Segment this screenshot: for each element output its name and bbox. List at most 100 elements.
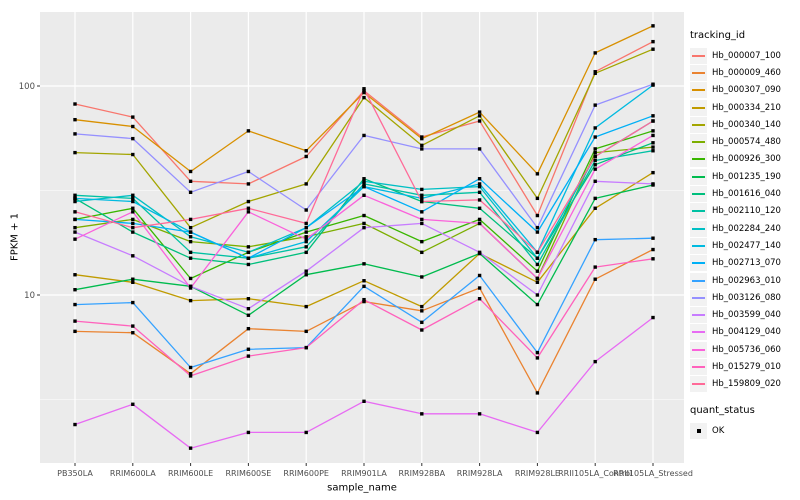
- data-point: [131, 206, 135, 210]
- data-point: [651, 82, 655, 86]
- legend-line-icon: [692, 193, 705, 196]
- data-point: [188, 374, 193, 378]
- legend-label: Hb_003126_080: [712, 292, 781, 303]
- data-point: [535, 430, 540, 435]
- data-point: [651, 39, 655, 44]
- data-point: [477, 190, 482, 195]
- data-point: [651, 47, 655, 51]
- legend-line-icon: [692, 279, 705, 282]
- legend-item-Hb_002477_140: Hb_002477_140: [690, 237, 798, 254]
- legend-key-color-swatch: [690, 376, 707, 393]
- legend-key-color-swatch: [690, 255, 707, 272]
- data-point: [420, 210, 424, 214]
- data-point: [477, 221, 482, 226]
- data-point: [188, 225, 193, 230]
- data-point: [535, 269, 540, 273]
- legend-label: Hb_000334_210: [712, 102, 781, 113]
- legend-key-color-swatch: [690, 151, 707, 168]
- data-point: [246, 354, 251, 358]
- data-point: [420, 143, 424, 148]
- data-point: [420, 309, 424, 313]
- data-point: [246, 206, 251, 210]
- legend-item-Hb_000574_480: Hb_000574_480: [690, 133, 798, 151]
- data-point: [73, 288, 77, 292]
- legend-item-Hb_015279_010: Hb_015279_010: [690, 358, 798, 375]
- data-point: [131, 254, 135, 258]
- x-tick-label: RRII105LA_Stressed: [613, 469, 693, 478]
- data-point: [651, 257, 655, 261]
- legend-key-color-swatch: [690, 99, 707, 116]
- data-point: [362, 182, 366, 186]
- data-point: [593, 265, 597, 269]
- data-point: [304, 273, 308, 277]
- legend-item-Hb_002963_010: Hb_002963_010: [690, 272, 798, 289]
- data-point: [246, 262, 251, 267]
- legend-item-Hb_002713_070: Hb_002713_070: [690, 255, 798, 272]
- data-point: [535, 172, 540, 176]
- y-tick-label: 100: [19, 82, 35, 92]
- data-point: [246, 326, 251, 331]
- data-point: [188, 239, 193, 244]
- legend-label-ok: OK: [712, 425, 725, 436]
- data-point: [73, 196, 77, 201]
- data-point: [362, 90, 366, 95]
- data-point: [593, 135, 597, 139]
- legend-line-icon: [692, 141, 705, 144]
- data-point: [188, 372, 193, 376]
- data-point: [246, 313, 251, 317]
- y-tick-label: 10: [24, 291, 35, 301]
- data-point: [246, 297, 251, 301]
- data-point: [477, 206, 482, 210]
- x-tick-label: RRIM600LA: [110, 469, 156, 478]
- data-point: [362, 184, 366, 189]
- data-point: [131, 277, 135, 281]
- data-point: [593, 103, 597, 107]
- legend-line-icon: [692, 348, 705, 351]
- data-point: [304, 430, 308, 435]
- legend-line-icon: [692, 365, 705, 368]
- data-point: [246, 169, 251, 174]
- legend-key-color-swatch: [690, 289, 707, 306]
- data-point: [246, 250, 251, 255]
- legend-line-icon: [692, 89, 705, 92]
- legend-items: Hb_000007_100 Hb_000009_460 Hb_000307_090 H…: [690, 47, 798, 393]
- data-point: [420, 275, 424, 279]
- data-point: [131, 217, 135, 222]
- data-point: [73, 237, 77, 241]
- data-point: [477, 184, 482, 189]
- legend-item-Hb_004129_040: Hb_004129_040: [690, 324, 798, 341]
- data-point: [188, 235, 193, 239]
- data-point: [131, 196, 135, 201]
- legend-item-Hb_000307_090: Hb_000307_090: [690, 82, 798, 99]
- data-point: [246, 347, 251, 351]
- data-point: [535, 302, 540, 307]
- data-point: [420, 217, 424, 222]
- data-point: [593, 359, 597, 364]
- data-point: [188, 256, 193, 260]
- data-point: [362, 213, 366, 218]
- data-point: [651, 182, 655, 186]
- legend-key-color-swatch: [690, 307, 707, 324]
- black-square-marker-icon: [696, 428, 701, 433]
- legend-key-color-swatch: [690, 47, 707, 64]
- data-point: [73, 422, 77, 427]
- x-tick-label: RRII105LA_Control: [558, 469, 632, 478]
- data-point: [651, 119, 655, 123]
- data-point: [362, 133, 366, 138]
- data-point: [304, 225, 308, 230]
- data-point: [73, 329, 77, 334]
- data-point: [304, 208, 308, 212]
- data-point: [131, 210, 135, 214]
- data-point: [477, 177, 482, 181]
- legend-item-Hb_000334_210: Hb_000334_210: [690, 99, 798, 116]
- data-point: [188, 276, 193, 281]
- data-point: [304, 329, 308, 334]
- legend-line-icon: [692, 123, 705, 126]
- data-point: [593, 163, 597, 167]
- data-point: [362, 225, 366, 230]
- data-point: [477, 182, 482, 186]
- data-point: [535, 280, 540, 285]
- data-point: [131, 221, 135, 226]
- data-point: [362, 297, 366, 302]
- data-point: [477, 286, 482, 290]
